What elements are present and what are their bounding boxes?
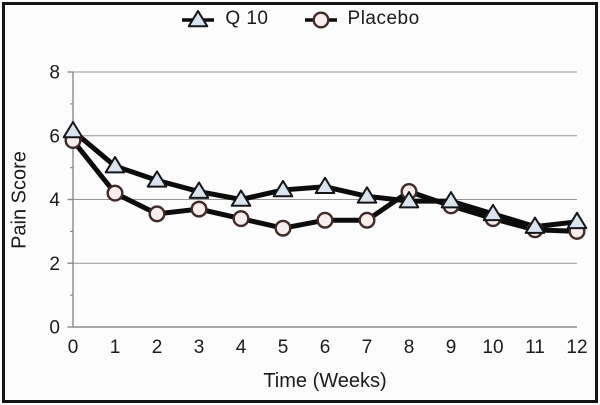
x-tick-label: 2	[152, 337, 163, 358]
marker-triangle	[62, 120, 84, 139]
y-tick-label: 2	[49, 254, 60, 275]
y-tick-label: 6	[49, 126, 60, 147]
marker-circle	[232, 210, 250, 228]
x-tick-label: 5	[278, 337, 289, 358]
x-tick-label: 3	[194, 337, 205, 358]
x-tick-label: 7	[362, 337, 373, 358]
legend-item-q10: Q 10	[180, 8, 268, 30]
legend-label-q10: Q 10	[225, 8, 269, 29]
legend: Q 10 Placebo	[0, 8, 600, 30]
x-tick-label: 9	[446, 337, 457, 358]
marker-triangle	[104, 156, 126, 174]
marker-circle	[106, 184, 124, 202]
x-tick-label: 6	[320, 337, 331, 358]
marker-triangle	[398, 191, 420, 209]
marker-circle	[312, 11, 330, 29]
marker-triangle	[566, 211, 588, 230]
x-tick-label: 1	[110, 337, 121, 358]
circle-marker-icon	[304, 11, 337, 29]
x-tick-label: 11	[525, 337, 545, 358]
legend-item-placebo: Placebo	[303, 8, 420, 30]
marker-triangle	[230, 189, 252, 207]
marker-triangle	[188, 10, 209, 28]
y-tick-label: 4	[49, 190, 60, 211]
marker-triangle	[482, 203, 504, 222]
marker-triangle	[440, 191, 462, 209]
x-tick-label: 0	[68, 337, 79, 358]
y-tick-label: 8	[49, 63, 60, 84]
triangle-marker-icon	[182, 10, 215, 28]
x-axis-title: Time (Weeks)	[263, 370, 387, 392]
marker-circle	[148, 205, 166, 223]
x-tick-label: 10	[482, 337, 503, 358]
y-tick-label: 0	[49, 318, 60, 339]
marker-triangle	[272, 179, 294, 198]
marker-triangle	[188, 181, 210, 199]
marker-triangle	[314, 176, 336, 195]
x-tick-label: 4	[236, 337, 247, 358]
x-tick-label: 12	[566, 337, 587, 358]
marker-triangle	[146, 170, 168, 188]
marker-triangle	[524, 216, 546, 234]
legend-label-placebo: Placebo	[347, 8, 420, 29]
marker-triangle	[356, 186, 378, 204]
marker-circle	[316, 211, 334, 229]
x-tick-label: 8	[404, 337, 415, 358]
marker-circle	[274, 219, 292, 237]
marker-circle	[190, 200, 208, 218]
marker-circle	[358, 211, 376, 229]
y-axis-title: Pain Score	[8, 151, 31, 249]
